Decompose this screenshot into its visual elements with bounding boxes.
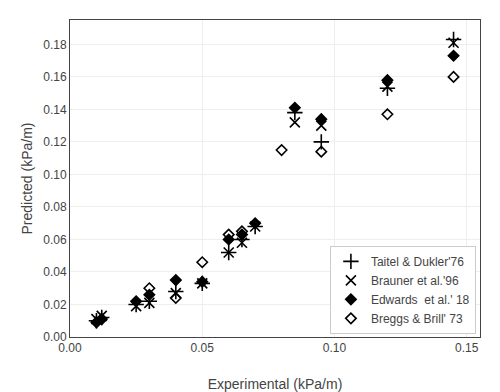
svg-text:Brauner et al.'96: Brauner et al.'96 (371, 274, 459, 288)
svg-text:0.12: 0.12 (43, 135, 67, 149)
svg-text:0.10: 0.10 (43, 168, 67, 182)
svg-text:Predicted (kPa/m): Predicted (kPa/m) (19, 122, 35, 234)
svg-text:0.08: 0.08 (43, 200, 67, 214)
svg-text:0.00: 0.00 (58, 341, 82, 355)
svg-text:0.00: 0.00 (43, 330, 67, 344)
svg-text:0.10: 0.10 (323, 341, 347, 355)
svg-text:Taitel & Dukler'76: Taitel & Dukler'76 (371, 255, 464, 269)
svg-text:0.04: 0.04 (43, 265, 67, 279)
svg-text:0.18: 0.18 (43, 38, 67, 52)
svg-text:0.02: 0.02 (43, 298, 67, 312)
svg-text:0.14: 0.14 (43, 103, 67, 117)
svg-text:Breggs & Brill' 73: Breggs & Brill' 73 (371, 312, 463, 326)
svg-text:0.05: 0.05 (191, 341, 215, 355)
svg-text:Edwards et al.' 18: Edwards et al.' 18 (371, 293, 470, 307)
svg-text:0.15: 0.15 (455, 341, 479, 355)
svg-text:Experimental (kPa/m): Experimental (kPa/m) (208, 376, 343, 392)
svg-text:0.06: 0.06 (43, 233, 67, 247)
svg-text:0.16: 0.16 (43, 70, 67, 84)
